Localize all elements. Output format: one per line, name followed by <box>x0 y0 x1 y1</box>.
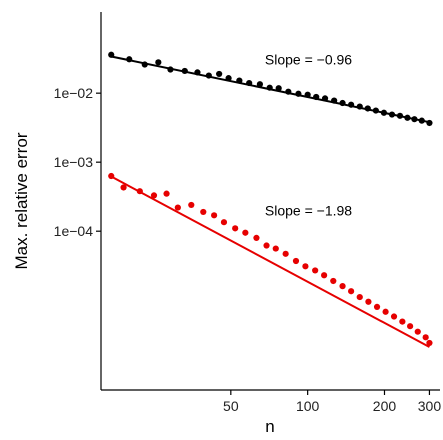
data-point <box>188 201 195 209</box>
data-point <box>321 272 328 279</box>
y-ticks: 1e−02 1e−03 1e−04 <box>54 85 101 239</box>
data-point <box>216 70 223 78</box>
x-ticks: 50 100 200 300 <box>223 390 441 414</box>
data-point <box>136 188 143 195</box>
x-tick-label: 100 <box>296 398 320 414</box>
data-point <box>236 77 243 84</box>
data-point <box>174 204 181 211</box>
data-point <box>272 245 279 252</box>
data-point <box>426 119 433 127</box>
data-point <box>194 69 201 76</box>
y-tick-label: 1e−02 <box>54 85 94 101</box>
data-point <box>263 242 270 249</box>
data-point <box>404 114 411 121</box>
data-point <box>246 79 253 87</box>
data-point <box>331 97 338 104</box>
data-point <box>242 229 249 236</box>
data-point <box>304 91 311 98</box>
data-point <box>312 267 319 274</box>
data-point <box>253 234 260 241</box>
data-point <box>225 75 232 82</box>
data-point <box>380 109 388 116</box>
data-point <box>373 303 381 310</box>
data-point <box>396 112 404 119</box>
slope-annotation: Slope = −0.96 <box>265 52 352 68</box>
data-point <box>211 212 218 219</box>
data-point <box>205 72 212 79</box>
data-point <box>372 107 379 114</box>
data-point <box>282 250 289 257</box>
x-axis-title: n <box>265 417 274 436</box>
data-point <box>365 298 372 305</box>
data-point <box>163 190 170 197</box>
data-point <box>390 313 398 320</box>
data-point <box>339 99 346 107</box>
data-point <box>108 51 115 58</box>
data-point <box>120 184 127 191</box>
data-point <box>155 59 162 66</box>
series-1 <box>108 172 433 348</box>
data-point <box>302 263 309 270</box>
data-point <box>285 88 292 95</box>
series-0 <box>108 51 433 127</box>
data-point <box>220 219 228 226</box>
data-point <box>330 277 337 285</box>
data-point <box>339 283 346 290</box>
data-point <box>141 61 148 68</box>
data-point <box>422 334 429 341</box>
y-axis-title: Max. relative error <box>12 132 31 269</box>
y-tick-label: 1e−04 <box>54 223 94 239</box>
data-point <box>256 81 264 88</box>
data-point <box>126 56 133 63</box>
data-point <box>399 318 406 325</box>
data-point <box>295 90 302 97</box>
data-point <box>411 116 418 123</box>
data-point <box>266 84 273 91</box>
data-point <box>275 85 282 92</box>
data-point <box>232 225 239 232</box>
data-point <box>356 293 363 301</box>
data-point <box>348 288 355 295</box>
data-point <box>414 328 421 335</box>
data-point <box>108 172 115 180</box>
data-point <box>388 111 396 118</box>
annotations: Slope = −0.96 Slope = −1.98 <box>265 52 352 219</box>
y-tick-label: 1e−03 <box>54 154 94 170</box>
slope-annotation: Slope = −1.98 <box>265 202 352 218</box>
x-tick-label: 300 <box>418 398 442 414</box>
data-point <box>150 192 158 199</box>
data-point <box>321 95 329 102</box>
data-point <box>382 308 389 315</box>
x-tick-label: 50 <box>223 398 239 414</box>
data-point <box>348 101 355 108</box>
data-point <box>181 67 188 75</box>
data-point <box>418 117 425 124</box>
data-point <box>407 323 414 330</box>
data-point <box>426 339 433 347</box>
data-point <box>200 208 207 216</box>
fit-line-1 <box>110 175 430 348</box>
data-point <box>313 93 320 101</box>
x-tick-label: 200 <box>373 398 397 414</box>
data-point <box>292 257 300 265</box>
plot-area <box>108 51 433 348</box>
data-point <box>364 105 371 112</box>
data-point <box>167 66 174 73</box>
data-point <box>356 103 363 110</box>
